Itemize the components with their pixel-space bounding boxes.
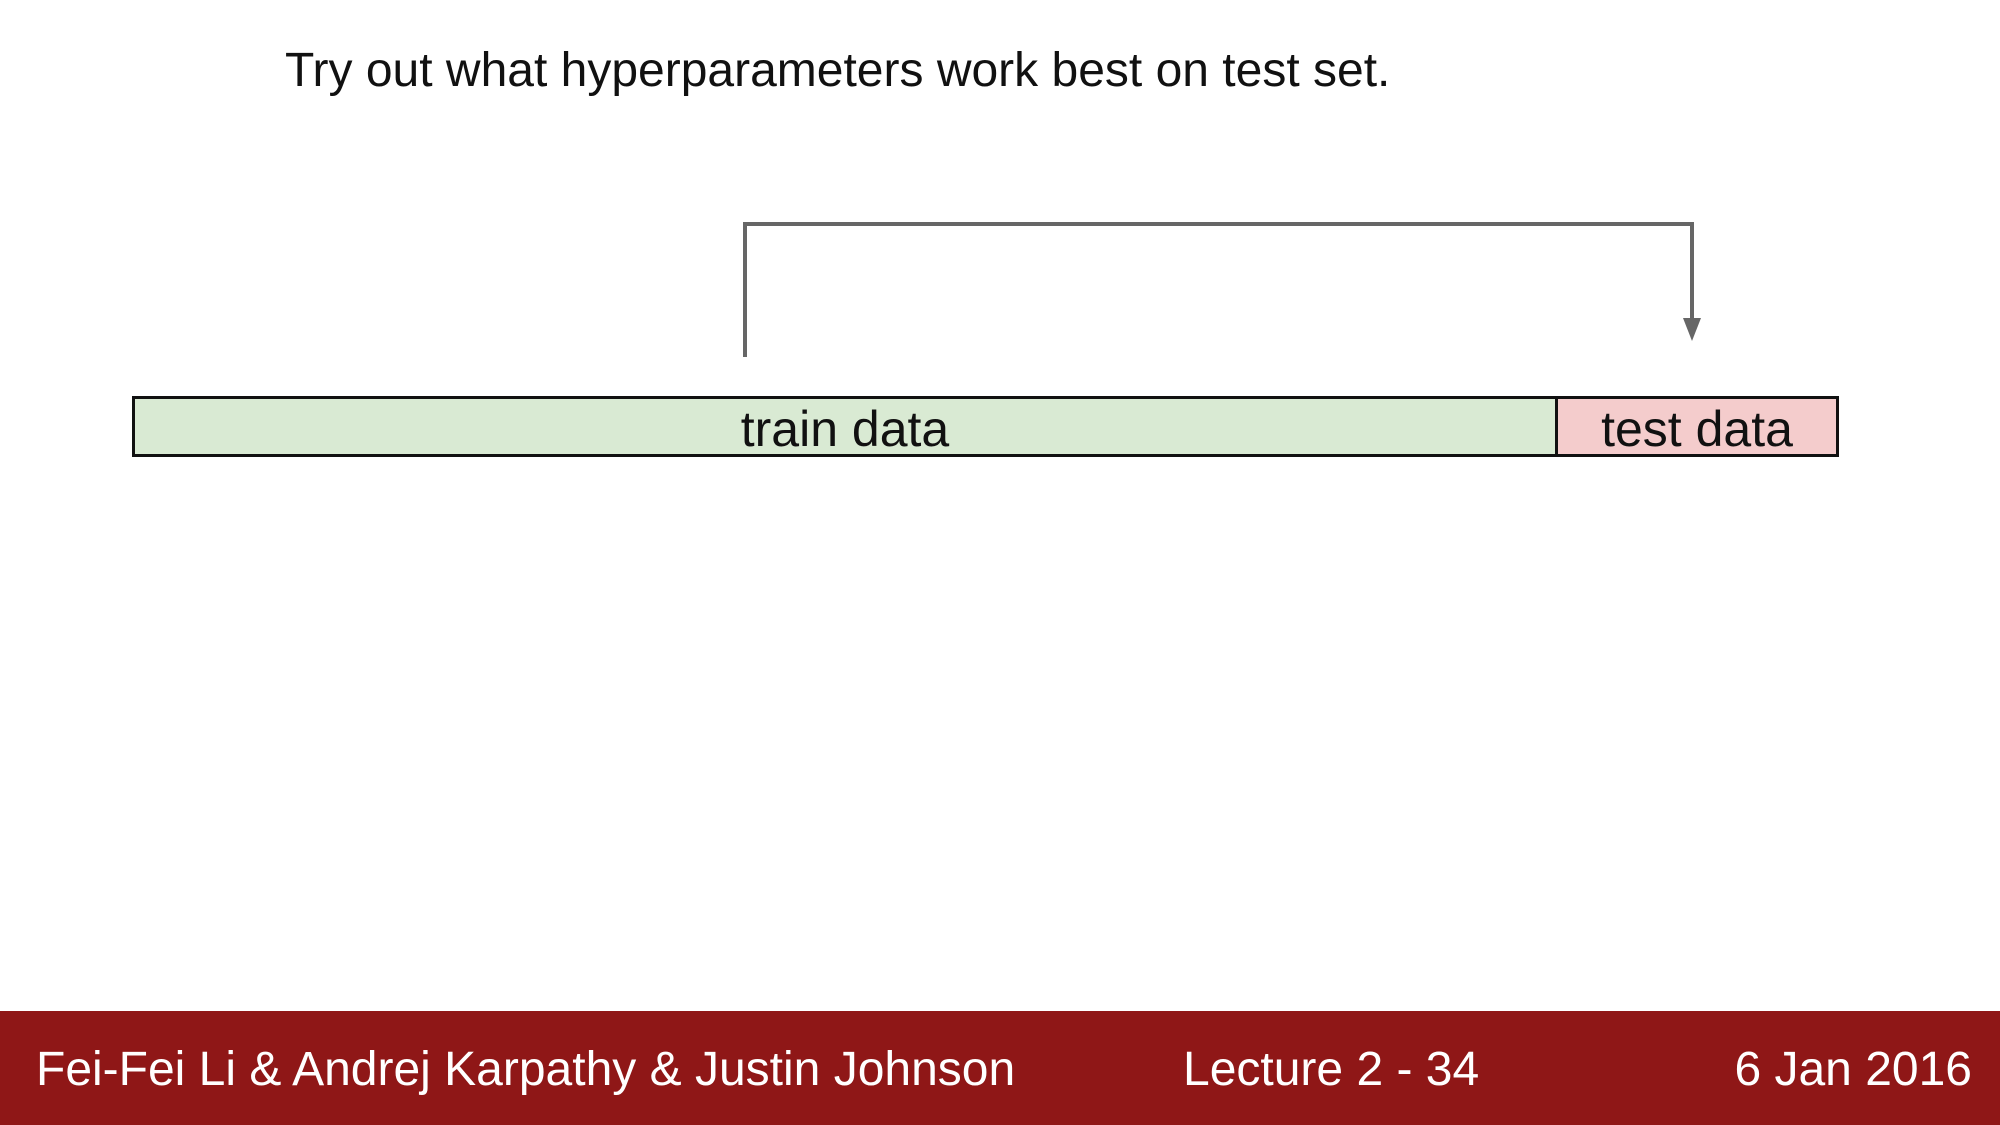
connector-line — [743, 222, 1694, 357]
slide-instruction: Try out what hyperparameters work best o… — [285, 44, 1391, 97]
arrow-down-icon — [1683, 318, 1701, 341]
footer-lecture-number: Lecture 2 - 34 — [1183, 1043, 1480, 1096]
train-data-segment: train data — [135, 399, 1555, 454]
slide-footer: Fei-Fei Li & Andrej Karpathy & Justin Jo… — [0, 1011, 2000, 1125]
test-data-segment: test data — [1555, 399, 1836, 454]
data-split-bar: train data test data — [132, 396, 1839, 457]
footer-date: 6 Jan 2016 — [1734, 1043, 1972, 1096]
footer-authors: Fei-Fei Li & Andrej Karpathy & Justin Jo… — [36, 1043, 1016, 1096]
